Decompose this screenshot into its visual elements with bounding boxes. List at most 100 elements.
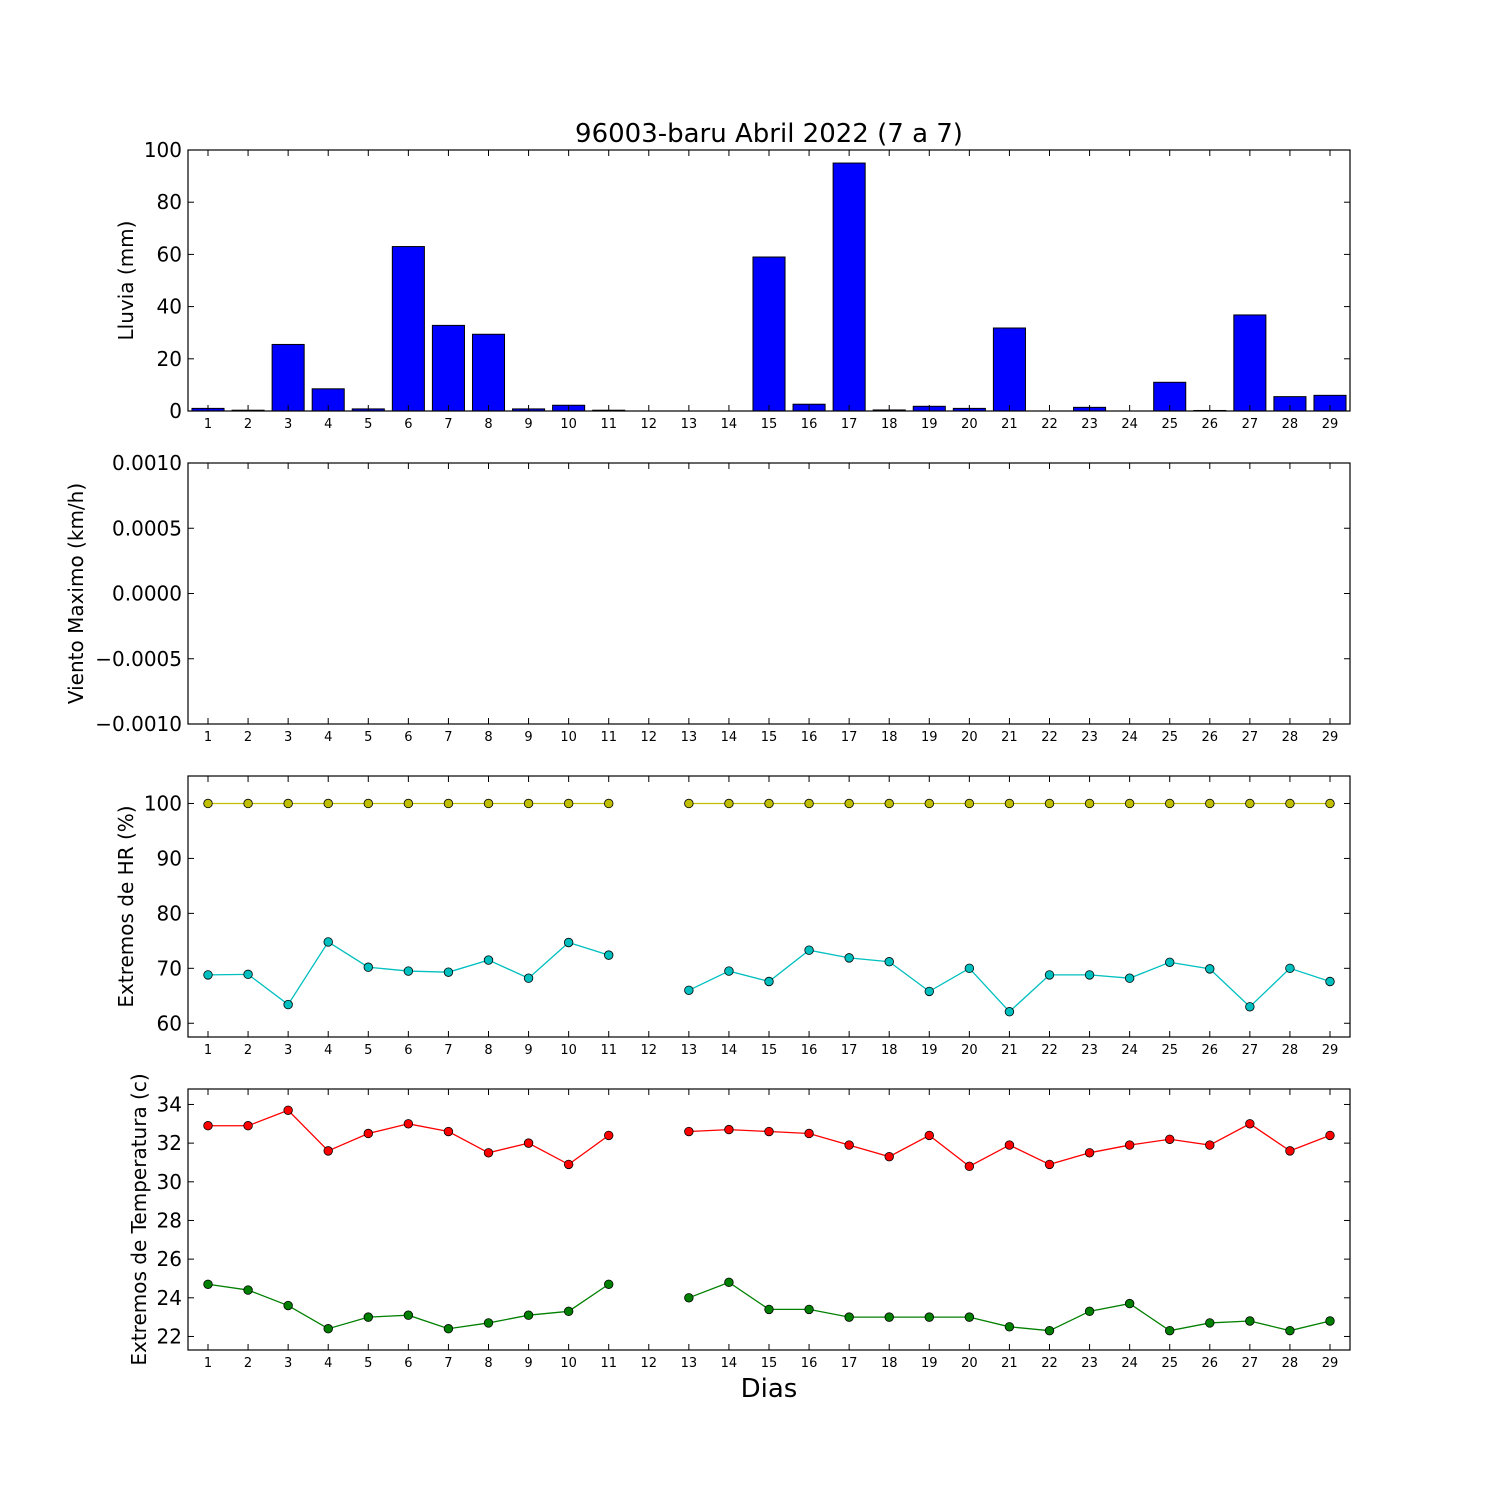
- temp-min-point: [1124, 1298, 1135, 1309]
- x-tick-label: 14: [721, 730, 738, 745]
- temp-min-point: [804, 1304, 814, 1315]
- temp-min-point: [924, 1312, 934, 1322]
- temp-max-point: [1004, 1140, 1015, 1150]
- temp-min-point: [283, 1300, 293, 1311]
- y-tick-label: 28: [157, 1208, 182, 1232]
- x-tick-label: 23: [1081, 730, 1098, 745]
- hr-min-point: [323, 937, 333, 947]
- x-tick-label: 23: [1081, 417, 1098, 432]
- x-tick-label: 12: [641, 417, 658, 432]
- x-tick-label: 18: [881, 730, 898, 745]
- x-tick-label: 10: [560, 417, 577, 432]
- x-tick-label: 21: [1001, 417, 1018, 432]
- temp-min-point: [1165, 1325, 1175, 1336]
- chart-title: 96003-baru Abril 2022 (7 a 7): [575, 119, 963, 149]
- x-tick-label: 4: [324, 1356, 332, 1371]
- x-tick-label: 26: [1202, 1356, 1219, 1371]
- hr-min-point: [804, 945, 814, 955]
- x-tick-label: 26: [1202, 417, 1219, 432]
- x-tick-label: 6: [404, 417, 412, 432]
- x-tick-label: 24: [1121, 730, 1138, 745]
- y-tick-label: 80: [157, 901, 182, 925]
- hr-min-point: [1285, 963, 1295, 974]
- temp-min-point: [684, 1293, 694, 1303]
- x-tick-label: 5: [364, 1043, 372, 1058]
- x-tick-label: 19: [921, 1356, 938, 1371]
- x-tick-label: 29: [1322, 730, 1339, 745]
- y-tick-label: 0: [169, 399, 182, 423]
- temp-min-point: [443, 1324, 454, 1334]
- y-tick-label: 34: [157, 1092, 182, 1116]
- x-tick-label: 13: [681, 1356, 698, 1371]
- x-tick-label: 10: [560, 730, 577, 745]
- x-tick-label: 20: [961, 1356, 978, 1371]
- temp-max-point: [844, 1140, 854, 1150]
- x-tick-label: 15: [761, 1356, 778, 1371]
- temp-min-point: [764, 1304, 774, 1315]
- x-tick-label: 18: [881, 417, 898, 432]
- hr-min-point: [924, 986, 934, 997]
- x-tick-label: 7: [444, 730, 452, 745]
- x-tick-label: 16: [801, 730, 818, 745]
- hr-max-point: [1084, 798, 1095, 809]
- x-tick-label: 19: [921, 1043, 938, 1058]
- y-axis-label: Viento Maximo (km/h): [64, 483, 88, 704]
- hr-min-point: [1245, 1002, 1255, 1012]
- temp-max-point: [203, 1121, 213, 1131]
- hr-min-point: [203, 970, 213, 980]
- x-tick-label: 8: [484, 730, 492, 745]
- x-tick-label: 21: [1001, 730, 1018, 745]
- hr-min-point: [844, 953, 854, 963]
- x-tick-label: 15: [761, 1043, 778, 1058]
- x-tick-label: 7: [444, 1043, 452, 1058]
- x-tick-label: 26: [1202, 730, 1219, 745]
- hr-min-point: [1044, 970, 1055, 980]
- temp-max-point: [1044, 1159, 1055, 1170]
- hr-max-point: [483, 798, 494, 809]
- rain-bar: [391, 246, 425, 412]
- x-tick-label: 20: [961, 730, 978, 745]
- temp-min-point: [1044, 1325, 1055, 1336]
- hr-min-point: [1325, 976, 1335, 987]
- axes-frame: [187, 1088, 1351, 1351]
- hr-max-point: [443, 798, 454, 809]
- temp-max-point: [243, 1121, 253, 1131]
- x-tick-label: 14: [721, 417, 738, 432]
- x-tick-label: 27: [1242, 730, 1259, 745]
- x-tick-label: 3: [284, 1356, 292, 1371]
- x-tick-label: 28: [1282, 1043, 1299, 1058]
- y-tick-label: 0.0000: [112, 582, 182, 606]
- x-tick-label: 15: [761, 730, 778, 745]
- hr-min-point: [443, 967, 454, 977]
- hr-max-point: [243, 798, 253, 809]
- x-tick-label: 24: [1121, 1043, 1138, 1058]
- y-tick-label: 32: [157, 1131, 182, 1155]
- x-tick-label: 16: [801, 1356, 818, 1371]
- hr-max-point: [323, 798, 333, 809]
- x-tick-label: 13: [681, 417, 698, 432]
- x-tick-label: 8: [484, 1356, 492, 1371]
- x-axis-label: Dias: [741, 1374, 798, 1404]
- temp-max-point: [1325, 1130, 1335, 1141]
- rain-bar: [431, 324, 465, 412]
- x-tick-label: 24: [1121, 1356, 1138, 1371]
- y-tick-label: −0.0010: [95, 712, 182, 736]
- hr-max-point: [804, 798, 814, 809]
- hr-max-point: [764, 798, 774, 809]
- temp-min-point: [1245, 1316, 1255, 1326]
- hr-max-point: [1044, 798, 1055, 809]
- hr-max-point: [1245, 798, 1255, 809]
- temp-min-point: [363, 1312, 373, 1322]
- hr-max-point: [844, 798, 854, 809]
- x-tick-label: 28: [1282, 1356, 1299, 1371]
- temp-max-point: [1245, 1119, 1255, 1129]
- x-tick-label: 12: [641, 1043, 658, 1058]
- temp-max-point: [684, 1126, 694, 1137]
- x-tick-label: 9: [524, 417, 532, 432]
- x-tick-label: 22: [1041, 1043, 1058, 1058]
- hr-max-point: [1205, 798, 1215, 809]
- hr-max-point: [1124, 798, 1135, 809]
